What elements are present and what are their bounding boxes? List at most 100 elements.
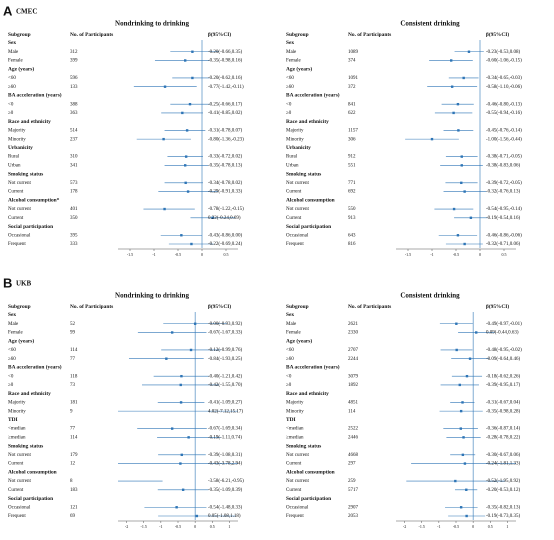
participants: 181 xyxy=(70,401,78,406)
subgroup-label: Current xyxy=(8,190,24,195)
ci-label: 0.09(-0.44,0.63) xyxy=(486,331,519,336)
ci-label: -0.23(-0.53,0.08) xyxy=(486,50,520,55)
subgroup-label: Not current xyxy=(286,207,310,212)
x-tick-label: 1 xyxy=(228,524,230,529)
estimate-point xyxy=(184,59,187,62)
estimate-point xyxy=(184,164,187,167)
x-tick-label: -2 xyxy=(403,524,406,529)
group-header: BA acceleration (years) xyxy=(8,364,62,371)
subgroup-label: Female xyxy=(8,331,23,336)
group-header: Smoking status xyxy=(8,443,43,449)
column-header: No. of Participants xyxy=(348,304,391,310)
estimate-point xyxy=(163,85,167,88)
estimate-point xyxy=(450,59,453,62)
estimate-point xyxy=(180,453,183,457)
estimate-point xyxy=(462,436,465,439)
participants: 5717 xyxy=(348,488,359,493)
ci-label: -0.38(-0.83,0.06) xyxy=(486,163,520,168)
estimate-point xyxy=(463,242,466,246)
subgroup-label: <0 xyxy=(8,102,14,107)
column-header: No. of Participants xyxy=(70,304,113,310)
ci-label: -0.43(-0.86,0.00) xyxy=(208,233,242,238)
subgroup-label: Rural xyxy=(8,155,20,160)
estimate-point xyxy=(475,331,478,334)
group-header: Alcohol consumption xyxy=(286,470,335,476)
ci-label: -0.54(-0.95,-0.14) xyxy=(486,207,522,212)
x-tick-label: -0.5 xyxy=(175,252,181,257)
participants: 133 xyxy=(70,85,78,90)
subgroup-label: ≥0 xyxy=(286,111,292,116)
group-header: Alcohol consumption xyxy=(8,470,57,476)
ci-label: -0.41(-1.09,0.27) xyxy=(208,401,242,406)
chart-title: Consistent drinking xyxy=(400,292,460,300)
column-header: Subgroup xyxy=(8,32,31,38)
estimate-point xyxy=(469,216,473,219)
ci-label: -0.39(-0.95,0.17) xyxy=(486,383,520,388)
estimate-point xyxy=(465,514,468,518)
participants: 573 xyxy=(70,181,78,186)
ci-label: -0.46(-0.80,-0.13) xyxy=(486,102,522,107)
x-tick-label: 0 xyxy=(194,524,196,529)
participants: 771 xyxy=(348,181,356,186)
estimate-point xyxy=(450,85,454,88)
group-header: Age (years) xyxy=(286,65,312,72)
ci-label: -0.09(-0.64,0.46) xyxy=(486,357,520,362)
subgroup-label: Male xyxy=(8,50,19,55)
participants: 816 xyxy=(348,242,356,247)
participants: 372 xyxy=(348,85,356,90)
estimate-point xyxy=(184,181,187,185)
subgroup-label: Urban xyxy=(286,163,299,168)
participants: 2446 xyxy=(348,435,359,440)
participants: 841 xyxy=(348,102,356,107)
estimate-point xyxy=(455,322,458,325)
participants: 306 xyxy=(348,137,356,142)
participants: 118 xyxy=(70,374,78,379)
subgroup-label: Male xyxy=(286,322,297,327)
participants: 2330 xyxy=(348,331,359,336)
participants: 237 xyxy=(70,137,78,142)
estimate-point xyxy=(463,462,467,465)
subgroup-label: <median xyxy=(8,427,26,432)
ci-label: -0.34(-0.65,-0.03) xyxy=(486,76,522,81)
ci-label: -0.18(-0.62,0.26) xyxy=(486,374,520,379)
subgroup-label: Not current xyxy=(286,453,310,458)
subgroup-label: Female xyxy=(286,59,301,64)
estimate-point xyxy=(462,76,465,80)
ci-label: -0.60(-1.06,-0.15) xyxy=(486,59,522,64)
participants: 4668 xyxy=(348,453,359,458)
estimate-point xyxy=(170,427,174,430)
participants: 388 xyxy=(70,102,78,107)
estimate-point xyxy=(179,401,183,404)
x-tick-label: 0 xyxy=(472,524,474,529)
ci-label: -0.41(-0.85,0.02) xyxy=(208,111,242,116)
ci-label: -0.31(-0.78,0.07) xyxy=(208,129,242,134)
subgroup-label: Majority xyxy=(8,129,26,134)
participants: 1157 xyxy=(348,129,358,134)
estimate-point xyxy=(452,207,456,211)
subgroup-label: Current xyxy=(8,488,24,493)
group-header: Social participation xyxy=(8,224,53,230)
subgroup-label: Minority xyxy=(8,137,26,142)
subgroup-label: Current xyxy=(8,462,24,467)
participants: 692 xyxy=(348,190,356,195)
ci-label: -0.32(-0.71,0.06) xyxy=(486,242,520,247)
ci-label: -0.33(-0.72,0.02) xyxy=(208,155,242,160)
estimate-point xyxy=(189,348,193,352)
ci-label: -0.42(-1.55,0.70) xyxy=(208,383,242,388)
subgroup-label: <0 xyxy=(286,374,292,379)
subgroup-label: Current xyxy=(8,216,24,221)
ci-label: 0.05(-1.08,1.18) xyxy=(208,514,241,519)
participants: 514 xyxy=(70,129,78,134)
panel-label: A xyxy=(3,3,13,18)
participants: 2907 xyxy=(348,505,359,510)
estimate-point xyxy=(430,137,434,141)
estimate-point xyxy=(163,207,166,211)
participants: 52 xyxy=(70,322,76,327)
subgroup-label: Majority xyxy=(286,401,304,406)
participants: 8 xyxy=(70,479,73,484)
ci-label: -0.54(-1.48,0.33) xyxy=(208,505,242,510)
participants: 69 xyxy=(70,514,76,519)
group-header: Smoking status xyxy=(286,171,321,177)
estimate-point xyxy=(185,129,189,132)
